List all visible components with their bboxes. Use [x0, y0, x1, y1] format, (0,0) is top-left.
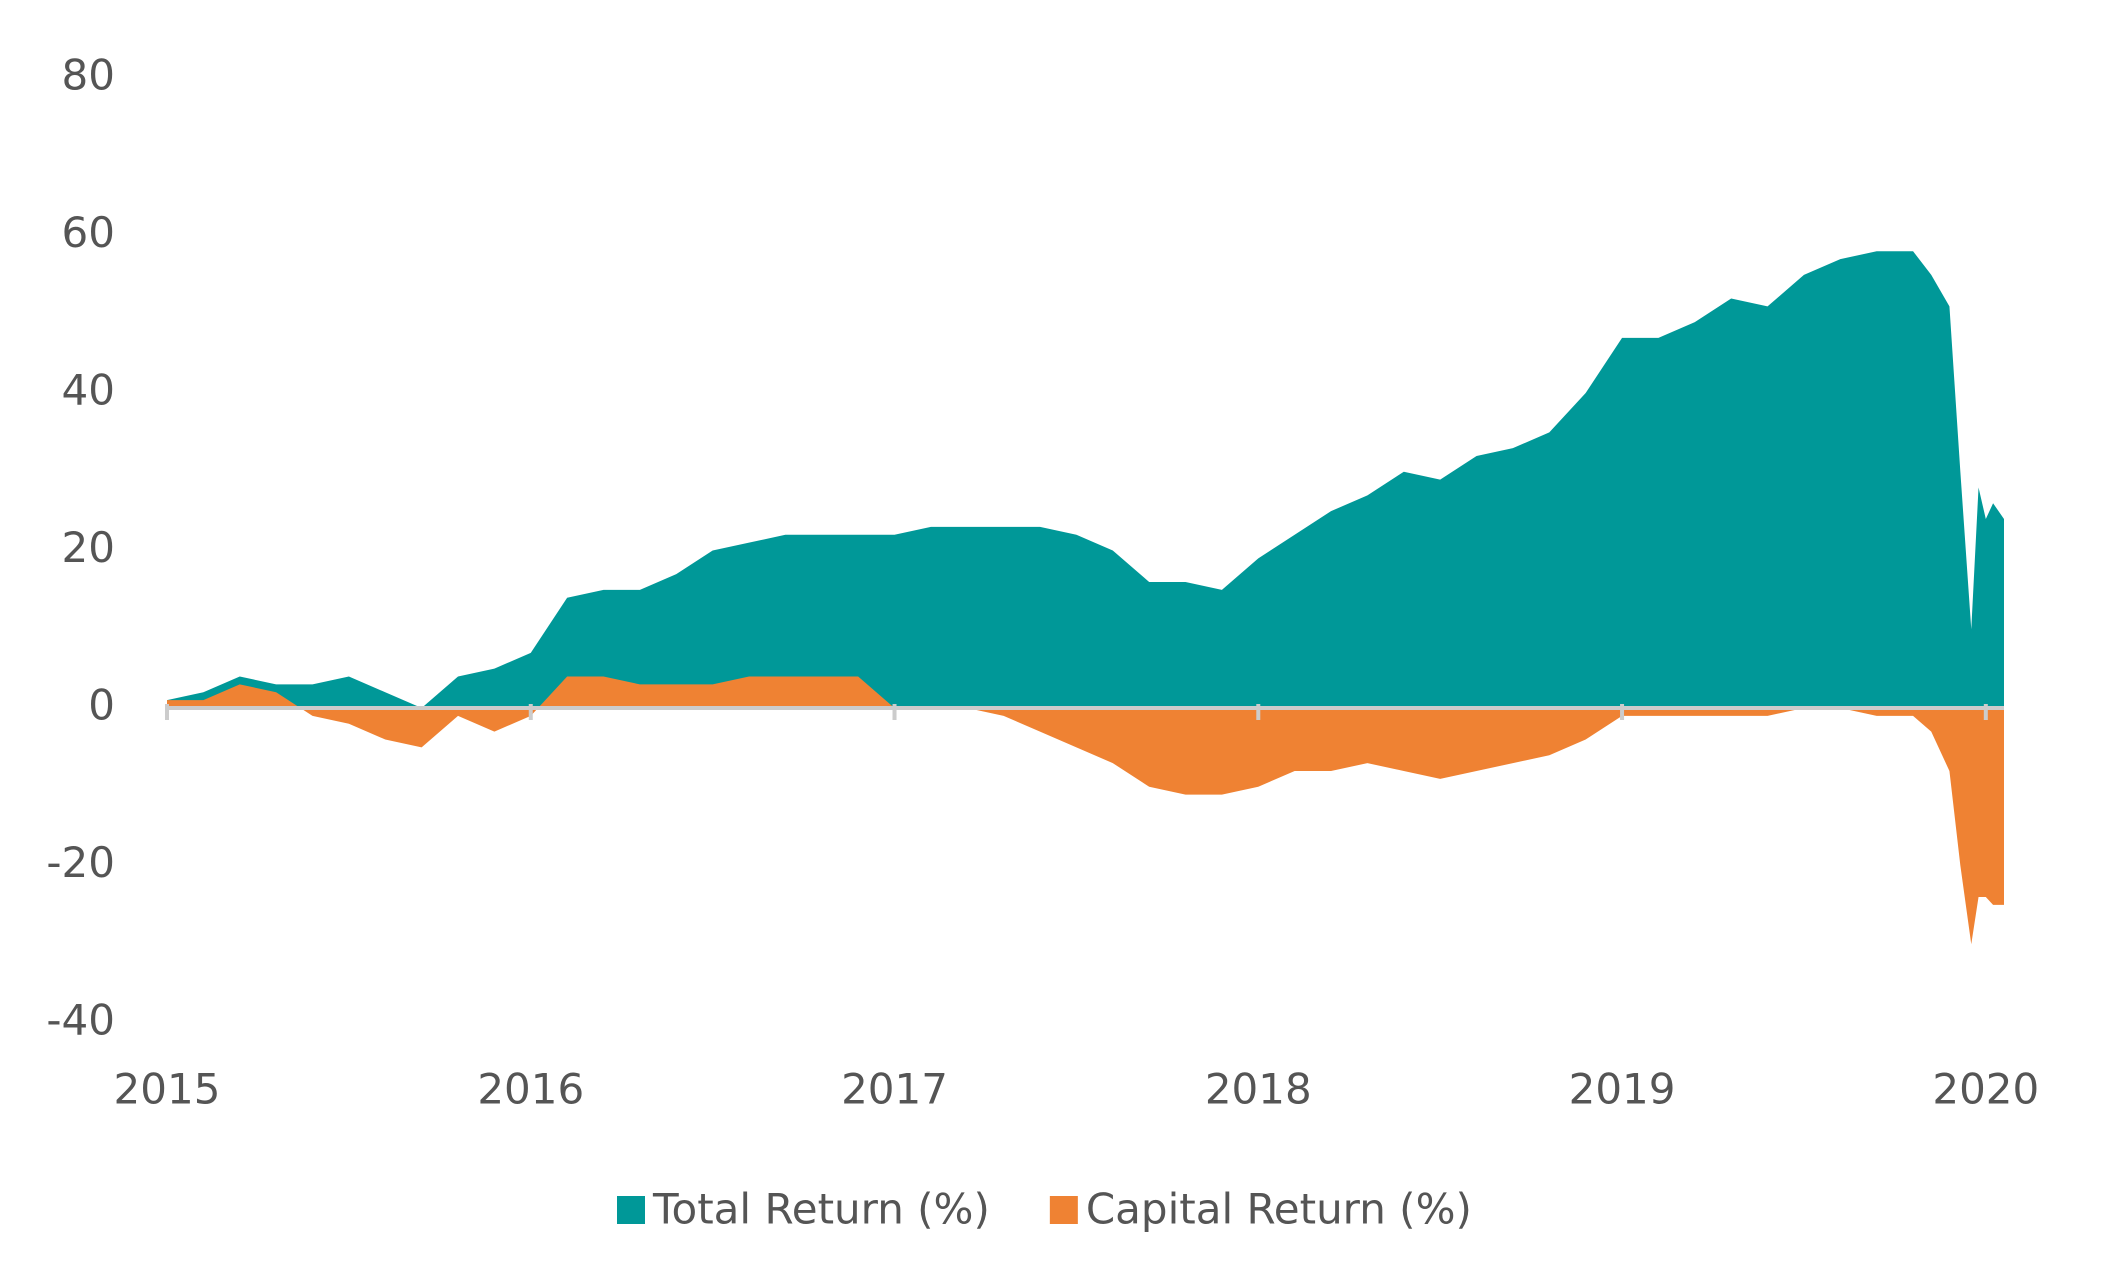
y-tick-label: 60	[62, 208, 115, 257]
x-tick-label: 2020	[1932, 1065, 2039, 1114]
x-tick-label: 2017	[841, 1065, 948, 1114]
legend-label: Total Return (%)	[652, 1185, 990, 1234]
legend: Total Return (%) Capital Return (%)	[617, 1185, 1472, 1234]
area	[167, 251, 2004, 708]
legend-swatch	[617, 1196, 645, 1224]
y-tick-label: 40	[62, 366, 115, 415]
x-tick-label: 2015	[114, 1065, 221, 1114]
y-tick-label: -40	[46, 996, 115, 1045]
legend-label: Capital Return (%)	[1086, 1185, 1472, 1234]
legend-swatch	[1049, 1196, 1078, 1224]
x-tick-label: 2016	[477, 1065, 584, 1114]
y-tick-label: 20	[62, 523, 115, 572]
area	[167, 676, 2004, 945]
x-tick-label: 2018	[1205, 1065, 1312, 1114]
y-tick-label: 0	[88, 681, 115, 730]
y-tick-label: 80	[62, 51, 115, 100]
x-tick-label: 2019	[1569, 1065, 1676, 1114]
y-tick-label: -20	[46, 838, 115, 887]
